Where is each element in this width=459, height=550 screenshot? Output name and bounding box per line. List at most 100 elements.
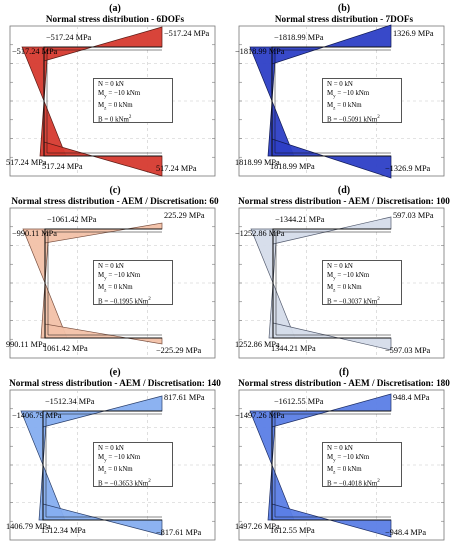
bimoment-text: B = −0.5091 kNm2 <box>327 114 397 125</box>
load-info-box: N = 0 kN My = −10 kNm Mz = 0 kNm B = −0.199… <box>93 260 173 305</box>
c-section-centreline <box>272 228 391 339</box>
moment-z-subscript: z <box>333 469 336 475</box>
moment-y-text: My = −10 kNm <box>327 90 397 102</box>
stress-value-top-left: −1818.99 MPa <box>235 47 285 56</box>
moment-y-text: My = −10 kNm <box>327 272 397 284</box>
stress-value-bot-right: −225.29 MPa <box>156 346 202 355</box>
c-section-inner-line <box>45 413 162 518</box>
load-info-box: N = 0 kN My = −10 kNm Mz = 0 kNm B = −0.509… <box>322 78 402 123</box>
moment-y-subscript: y <box>104 93 107 99</box>
stress-value-bot-mid: 1512.34 MPa <box>41 526 86 535</box>
stress-value-bot-mid: 1061.42 MPa <box>43 344 88 353</box>
stress-panel: (a) Normal stress distribution - 6DOFs −51… <box>4 4 226 182</box>
moment-z-symbol: M <box>327 101 334 109</box>
moment-y-symbol: M <box>327 453 334 461</box>
moment-y-subscript: y <box>104 457 107 463</box>
stress-value-bot-left: 517.24 MPa <box>6 158 47 167</box>
axial-force-text: N = 0 kN <box>98 263 124 270</box>
c-section-inner-line <box>46 49 162 154</box>
moment-y-value: = −10 kNm <box>335 453 370 461</box>
stress-plot <box>9 389 216 541</box>
bimoment-text: B = −0.1995 kNm2 <box>98 296 168 307</box>
panel-title: Normal stress distribution - AEM / Discr… <box>238 378 450 388</box>
c-section-inner-line <box>47 231 162 336</box>
bimoment-unit-exponent: 2 <box>148 296 151 302</box>
stress-value-bot-left: 1406.79 MPa <box>6 522 51 531</box>
c-section-centreline <box>271 410 391 521</box>
moment-z-value: = 0 kNm <box>106 283 133 291</box>
moment-z-value: = 0 kNm <box>106 101 133 109</box>
axial-force-text: N = 0 kN <box>327 263 353 270</box>
moment-y-symbol: M <box>327 89 334 97</box>
panel-title: Normal stress distribution - AEM / Discr… <box>9 378 221 388</box>
bimoment-value: B = −0.1995 kNm <box>98 297 149 305</box>
panel-title: Normal stress distribution - AEM / Discr… <box>11 196 219 206</box>
stress-value-bot-mid: 1344.21 MPa <box>271 344 316 353</box>
moment-y-value: = −10 kNm <box>106 271 141 279</box>
moment-y-text: My = −10 kNm <box>327 454 397 466</box>
stress-value-bot-mid: 517.24 MPa <box>42 162 83 171</box>
bimoment-value: B = −0.4018 kNm <box>327 479 378 487</box>
c-section-inner-line <box>274 49 391 154</box>
stress-value-top-mid: −517.24 MPa <box>46 33 92 42</box>
load-info-box: N = 0 kN My = −10 kNm Mz = 0 kNm B = −0.365… <box>93 442 173 487</box>
moment-z-symbol: M <box>327 283 334 291</box>
axial-force-text: N = 0 kN <box>98 445 124 452</box>
stress-value-bot-left: 1497.26 MPa <box>235 522 280 531</box>
moment-z-subscript: z <box>104 105 107 111</box>
moment-z-value: = 0 kNm <box>335 101 362 109</box>
c-section-centreline <box>42 410 162 521</box>
moment-y-text: My = −10 kNm <box>98 90 168 102</box>
moment-y-text: My = −10 kNm <box>98 272 168 284</box>
moment-y-value: = −10 kNm <box>106 89 141 97</box>
bimoment-text: B = −0.4018 kNm2 <box>327 478 397 489</box>
axial-force-text: N = 0 kN <box>327 445 353 452</box>
stress-panel: (b) Normal stress distribution - 7DOFs −18… <box>233 4 455 182</box>
moment-z-symbol: M <box>98 283 105 291</box>
stress-value-bot-mid: 1612.55 MPa <box>270 526 315 535</box>
moment-z-value: = 0 kNm <box>335 465 362 473</box>
moment-y-subscript: y <box>333 275 336 281</box>
c-section-inner-line <box>274 413 391 518</box>
moment-z-symbol: M <box>327 465 334 473</box>
moment-z-value: = 0 kNm <box>335 283 362 291</box>
panel-letter: (b) <box>337 3 351 14</box>
web-stress-top <box>249 410 277 466</box>
load-info-box: N = 0 kN My = −10 kNm Mz = 0 kNm B = 0 kNm2 <box>93 78 173 123</box>
moment-y-symbol: M <box>98 271 105 279</box>
panel-letter: (a) <box>109 3 121 14</box>
stress-value-top-mid: −1344.21 MPa <box>275 215 325 224</box>
bimoment-text: B = 0 kNm2 <box>98 114 168 125</box>
bimoment-unit-exponent: 2 <box>377 478 380 484</box>
load-info-box: N = 0 kN My = −10 kNm Mz = 0 kNm B = −0.401… <box>322 442 402 487</box>
moment-y-value: = −10 kNm <box>335 271 370 279</box>
bimoment-unit-exponent: 2 <box>377 296 380 302</box>
c-section-inner-line <box>275 231 391 336</box>
stress-value-top-mid: −1512.34 MPa <box>45 397 95 406</box>
stress-value-top-right: 597.03 MPa <box>393 211 434 220</box>
stress-value-bot-right: −597.03 MPa <box>385 346 431 355</box>
stress-value-top-right: 1326.9 MPa <box>393 29 434 38</box>
panel-letter: (e) <box>109 367 121 378</box>
bimoment-text: B = −0.3653 kNm2 <box>98 478 168 489</box>
stress-value-bot-left: 990.11 MPa <box>6 340 47 349</box>
bimoment-unit-exponent: 2 <box>128 114 132 120</box>
moment-y-symbol: M <box>327 271 334 279</box>
moment-z-text: Mz = 0 kNm <box>98 102 168 114</box>
moment-y-symbol: M <box>98 453 105 461</box>
moment-y-symbol: M <box>98 89 105 97</box>
axial-force-text: N = 0 kN <box>327 81 353 88</box>
panel-title: Normal stress distribution - 7DOFs <box>274 14 414 24</box>
moment-y-text: My = −10 kNm <box>98 454 168 466</box>
c-section-centreline <box>44 228 162 339</box>
stress-value-top-left: −517.24 MPa <box>12 47 58 56</box>
c-section-centreline <box>271 46 391 157</box>
moment-y-value: = −10 kNm <box>335 89 370 97</box>
stress-value-top-mid: −1818.99 MPa <box>274 33 324 42</box>
bimoment-value: B = −0.3653 kNm <box>98 479 149 487</box>
web-stress-top <box>20 410 48 466</box>
moment-z-subscript: z <box>104 469 107 475</box>
panel-title: Normal stress distribution - AEM / Discr… <box>238 196 450 206</box>
moment-y-subscript: y <box>333 457 336 463</box>
bimoment-value: B = −0.3037 kNm <box>327 297 378 305</box>
